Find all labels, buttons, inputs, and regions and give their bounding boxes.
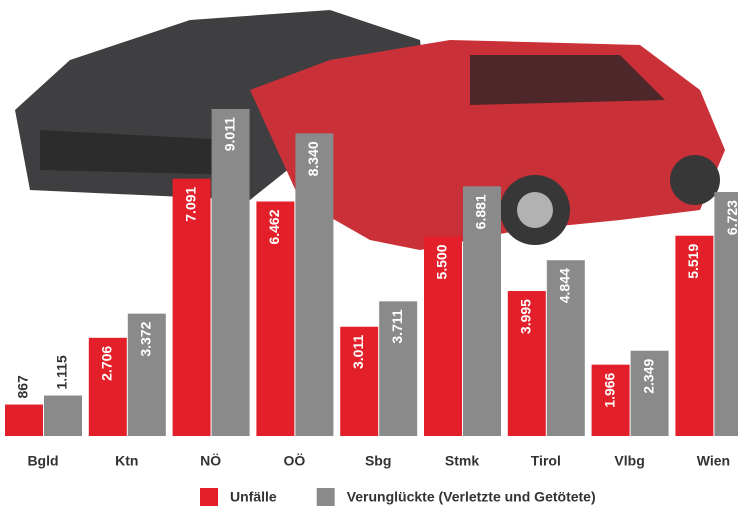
bar	[127, 313, 166, 436]
bar	[463, 186, 501, 436]
legend-swatch	[200, 488, 218, 506]
value-label: 3.011	[350, 335, 366, 369]
bar	[546, 260, 585, 436]
value-label: 2.706	[99, 346, 115, 381]
bar	[424, 236, 462, 436]
value-label: 2.349	[640, 359, 656, 394]
bar	[379, 301, 418, 436]
x-tick-label: Ktn	[115, 453, 138, 469]
bar	[211, 109, 250, 436]
value-label: 6.723	[724, 200, 738, 235]
bar	[675, 235, 714, 436]
value-label: 1.115	[54, 355, 70, 389]
value-label: 4.844	[557, 268, 573, 303]
x-tick-label: Bgld	[27, 453, 58, 469]
bar	[714, 192, 738, 436]
value-label: 9.011	[221, 117, 237, 151]
value-label: 867	[15, 375, 31, 399]
bar	[172, 178, 211, 436]
bar	[340, 326, 379, 436]
x-tick-label: Wien	[697, 453, 730, 469]
bar	[88, 337, 127, 436]
legend-label: Verunglückte (Verletzte und Getötete)	[347, 489, 596, 505]
x-tick-label: Stmk	[445, 453, 479, 469]
value-label: 7.091	[182, 186, 198, 221]
legend-label: Unfälle	[230, 489, 277, 505]
legend-swatch	[316, 488, 335, 506]
x-tick-label: Tirol	[531, 453, 561, 469]
value-label: 8.340	[305, 141, 321, 176]
x-tick-label: Sbg	[365, 453, 391, 469]
background-illustration	[15, 10, 725, 250]
bar	[5, 404, 43, 436]
bar	[591, 364, 630, 436]
value-label: 6.881	[473, 194, 489, 229]
value-label: 3.995	[518, 299, 534, 334]
bar	[630, 350, 669, 436]
bar	[507, 291, 546, 436]
value-label: 5.519	[685, 244, 701, 279]
value-label: 3.711	[389, 309, 405, 343]
plot-area: Bgld 867 1.115 Ktn 2.706 3.372 NÖ 7.091 9.011 OÖ 6…	[5, 109, 738, 469]
value-label: 5.500	[434, 244, 450, 279]
bar	[256, 201, 295, 436]
x-tick-label: NÖ	[200, 453, 221, 469]
bar	[44, 395, 82, 436]
legend: Unfälle Verunglückte (Verletzte und Getöt…	[200, 488, 596, 506]
value-label: 3.372	[138, 321, 154, 356]
value-label: 1.966	[601, 372, 617, 407]
x-tick-label: Vlbg	[614, 453, 644, 469]
x-tick-label: OÖ	[284, 453, 306, 469]
value-label: 6.462	[266, 209, 282, 244]
bar	[295, 133, 334, 436]
